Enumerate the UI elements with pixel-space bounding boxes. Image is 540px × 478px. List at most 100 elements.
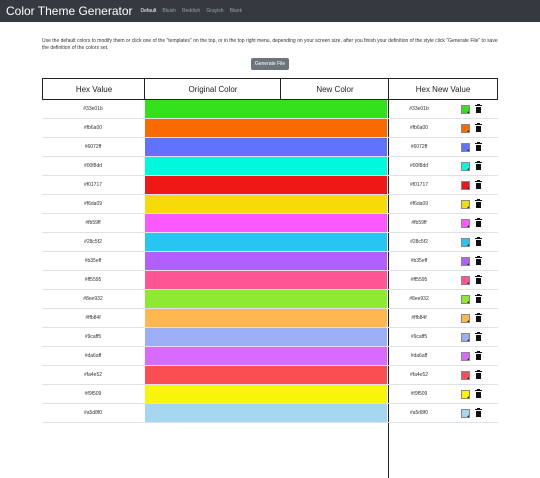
tab-blank[interactable]: Blank [229, 8, 243, 14]
picker-arrow-icon [467, 149, 469, 151]
new-hex-value-cell[interactable]: #a5d8f0 [409, 410, 429, 416]
trash-icon[interactable] [475, 389, 482, 399]
tab-reddish[interactable]: Reddish [181, 8, 201, 14]
hex-value-cell: #f9f509 [84, 391, 102, 397]
trash-icon[interactable] [475, 237, 482, 247]
color-swatch [145, 290, 387, 308]
color-picker-icon[interactable] [461, 257, 470, 266]
new-hex-value-cell[interactable]: #b35eff [410, 258, 428, 264]
hex-value-cell: #fb59ff [85, 220, 101, 226]
new-hex-value-cell[interactable]: #9caff5 [410, 334, 428, 340]
color-picker-icon[interactable] [461, 219, 470, 228]
table-row: #00f8dd #00f8dd [42, 157, 498, 176]
color-swatch [145, 214, 387, 232]
new-hex-value-cell[interactable]: #6072ff [410, 144, 428, 150]
new-hex-value-cell[interactable]: #fb59ff [411, 220, 427, 226]
table-row: #6072ff #6072ff [42, 138, 498, 157]
picker-arrow-icon [467, 396, 469, 398]
trash-icon[interactable] [475, 256, 482, 266]
new-hex-value-cell[interactable]: #00f8dd [409, 163, 429, 169]
picker-arrow-icon [467, 111, 469, 113]
table-row: #b35eff #b35eff [42, 252, 498, 271]
app-title: Color Theme Generator [6, 4, 133, 18]
new-hex-value-cell[interactable]: #f9f509 [410, 391, 428, 397]
color-picker-icon[interactable] [461, 200, 470, 209]
color-swatch [145, 347, 387, 365]
trash-icon[interactable] [475, 370, 482, 380]
header-original-color: Original Color [188, 84, 238, 94]
hex-value-cell: #8ee932 [83, 296, 103, 302]
table-row: #fb6a00 #fb6a00 [42, 119, 498, 138]
color-picker-icon[interactable] [461, 333, 470, 342]
table-row: #33e01b #33e01b [42, 100, 498, 119]
color-picker-icon[interactable] [461, 352, 470, 361]
tab-grayish[interactable]: Grayish [206, 8, 224, 14]
trash-icon[interactable] [475, 123, 482, 133]
color-swatch [145, 252, 387, 270]
trash-icon[interactable] [475, 408, 482, 418]
trash-icon[interactable] [475, 332, 482, 342]
new-hex-value-cell[interactable]: #fa4e52 [409, 372, 429, 378]
column-divider [388, 78, 389, 478]
table-row: #8ee932 #8ee932 [42, 290, 498, 309]
color-picker-icon[interactable] [461, 314, 470, 323]
color-picker-icon[interactable] [461, 143, 470, 152]
trash-icon[interactable] [475, 104, 482, 114]
table-row: #9caff5 #9caff5 [42, 328, 498, 347]
trash-icon[interactable] [475, 199, 482, 209]
color-swatch [145, 195, 387, 213]
new-hex-value-cell[interactable]: #f6da09 [409, 201, 429, 207]
picker-arrow-icon [467, 130, 469, 132]
color-swatch [145, 119, 387, 137]
new-hex-value-cell[interactable]: #f01717 [409, 182, 429, 188]
new-hex-value-cell[interactable]: #ffb84f [411, 315, 427, 321]
hex-value-cell: #b35eff [84, 258, 102, 264]
color-picker-icon[interactable] [461, 276, 470, 285]
table-row: #f9f509 #f9f509 [42, 385, 498, 404]
color-picker-icon[interactable] [461, 238, 470, 247]
hex-value-cell: #ff5595 [84, 277, 102, 283]
color-picker-icon[interactable] [461, 371, 470, 380]
color-swatch [145, 328, 387, 346]
trash-icon[interactable] [475, 351, 482, 361]
color-picker-icon[interactable] [461, 295, 470, 304]
generate-file-button[interactable]: Generate File [251, 58, 289, 70]
picker-arrow-icon [467, 187, 469, 189]
table-row: #a5d8f0 #a5d8f0 [42, 404, 498, 423]
color-picker-icon[interactable] [461, 162, 470, 171]
color-picker-icon[interactable] [461, 124, 470, 133]
hex-value-cell: #fb6a00 [83, 125, 103, 131]
tab-bluish[interactable]: Bluish [162, 8, 176, 14]
trash-icon[interactable] [475, 161, 482, 171]
new-hex-value-cell[interactable]: #ff5595 [410, 277, 428, 283]
table-row: #ffb84f #ffb84f [42, 309, 498, 328]
trash-icon[interactable] [475, 180, 482, 190]
column-divider [144, 78, 145, 100]
color-picker-icon[interactable] [461, 181, 470, 190]
new-hex-value-cell[interactable]: #8ee932 [409, 296, 429, 302]
trash-icon[interactable] [475, 294, 482, 304]
picker-arrow-icon [467, 301, 469, 303]
color-swatch [145, 271, 387, 289]
trash-icon[interactable] [475, 313, 482, 323]
new-hex-value-cell[interactable]: #33e01b [409, 106, 429, 112]
trash-icon[interactable] [475, 275, 482, 285]
color-swatch [145, 157, 387, 175]
picker-arrow-icon [467, 244, 469, 246]
color-picker-icon[interactable] [461, 105, 470, 114]
hex-value-cell: #f01717 [83, 182, 103, 188]
new-hex-value-cell[interactable]: #fb6a00 [409, 125, 429, 131]
picker-arrow-icon [467, 263, 469, 265]
hex-value-cell: #fa4e52 [83, 372, 103, 378]
header-new-color: New Color [316, 84, 354, 94]
hex-value-cell: #6072ff [84, 144, 102, 150]
trash-icon[interactable] [475, 142, 482, 152]
color-picker-icon[interactable] [461, 390, 470, 399]
tab-default[interactable]: Default [140, 8, 157, 14]
new-hex-value-cell[interactable]: #28c5f2 [410, 239, 428, 245]
trash-icon[interactable] [475, 218, 482, 228]
new-hex-value-cell[interactable]: #da6aff [410, 353, 428, 359]
color-swatch [145, 366, 387, 384]
color-picker-icon[interactable] [461, 409, 470, 418]
top-navbar: Color Theme Generator Default Bluish Red… [0, 0, 540, 22]
